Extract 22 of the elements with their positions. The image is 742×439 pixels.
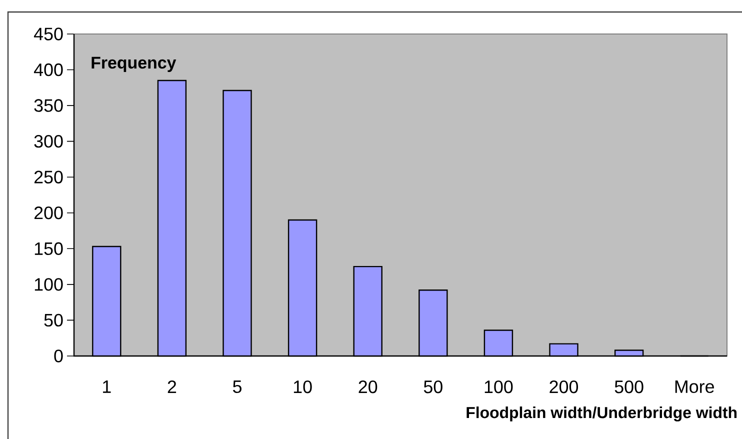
y-axis-title: Frequency (92, 56, 176, 72)
x-tick-label: 1 (103, 380, 111, 393)
x-axis-title: Floodplain width/Underbridge width (466, 406, 737, 422)
y-tick-label: 350 (34, 99, 63, 112)
y-tick-label: 100 (34, 278, 63, 291)
x-tick-label: More (675, 380, 714, 394)
y-tick-label: 0 (54, 350, 63, 362)
x-tick-label: 5 (232, 380, 242, 394)
x-tick-label: 20 (358, 380, 378, 394)
x-tick-label: 2 (168, 380, 176, 394)
x-tick-label: 10 (294, 380, 312, 394)
y-tick-label: 200 (34, 206, 63, 220)
y-tick-label: 50 (44, 314, 63, 327)
y-tick-label: 450 (34, 28, 63, 40)
y-tick-label: 300 (34, 134, 63, 148)
y-tick-label: 250 (34, 170, 63, 184)
x-tick-label: 50 (424, 380, 442, 394)
x-tick-label: 200 (550, 380, 578, 394)
x-tick-label: 100 (484, 380, 513, 394)
x-tick-label: 500 (614, 380, 644, 394)
y-tick-label: 150 (34, 242, 63, 255)
y-tick-label: 400 (34, 63, 63, 76)
